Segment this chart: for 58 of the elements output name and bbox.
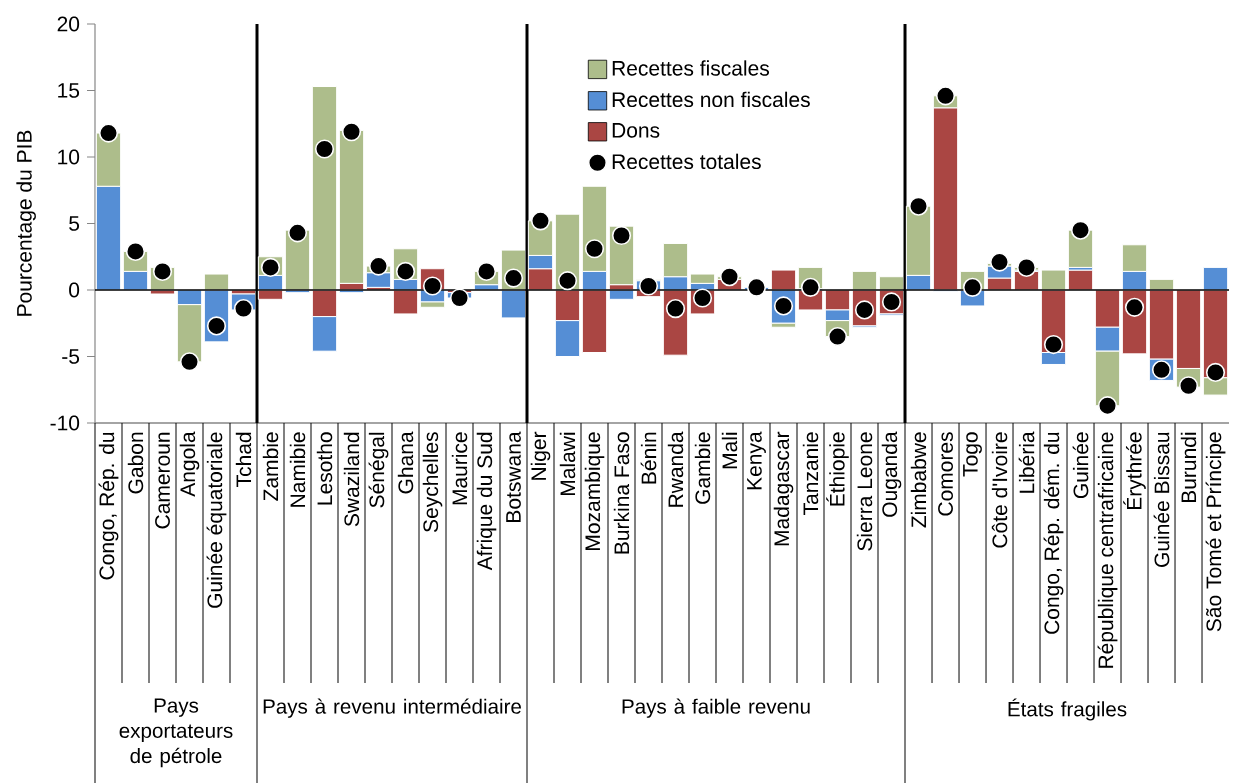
- x-tick-label: Congo, Rép. du: [98, 432, 119, 580]
- legend-label: Recettes totales: [612, 153, 761, 170]
- x-tick-label: Sierra Leone: [856, 432, 873, 551]
- x-tick-label: Gambie: [694, 432, 711, 504]
- x-tick-label: Malawi: [559, 432, 576, 496]
- x-tick-label: Togo: [963, 432, 982, 477]
- y-tick-label: 15: [58, 83, 80, 98]
- x-axis-title: Pays à revenu intermédiaire: [263, 698, 521, 718]
- x-tick-label: Seychelles: [422, 432, 443, 532]
- y-tick-label: 10: [58, 149, 80, 165]
- x-tick-label: Mozambique: [584, 432, 605, 550]
- x-tick-label: Bénin: [640, 432, 657, 484]
- x-tick-label: Madagascar: [773, 431, 794, 546]
- x-tick-label: Mali: [721, 432, 738, 469]
- x-axis-title: Pays exportateurs de pétrole: [119, 698, 233, 768]
- x-tick-label: Angola: [179, 431, 200, 497]
- x-tick-label: Ouganda: [881, 431, 902, 517]
- x-tick-label: São Tomé et Príncipe: [1205, 432, 1226, 632]
- y-tick-label: -10: [50, 415, 80, 431]
- x-tick-label: Côte d'Ivoire: [991, 432, 1008, 548]
- x-tick-label: Éthiopie: [826, 432, 849, 506]
- x-tick-label: Érythrée: [1123, 432, 1146, 510]
- legend-label: Dons: [612, 123, 660, 138]
- x-tick-label: Comores: [938, 432, 953, 516]
- x-tick-label: Kenya: [747, 431, 766, 490]
- x-tick-label: Afrique du Sud: [476, 432, 497, 571]
- x-tick-label: Congo, Rép. dém. du: [1043, 432, 1064, 634]
- x-tick-label: Zimbabwe: [910, 432, 927, 528]
- x-tick-label: Cameroun: [155, 432, 170, 529]
- x-tick-label: Guinée: [1072, 432, 1089, 499]
- x-tick-label: Rwanda: [667, 431, 684, 507]
- x-tick-label: Tchad: [235, 432, 252, 487]
- x-axis-title: États fragiles: [1008, 698, 1127, 721]
- legend-label: Recettes non fiscales: [612, 91, 810, 108]
- y-tick-label: 20: [57, 16, 80, 32]
- y-tick-label: -5: [62, 349, 80, 364]
- x-tick-label: Burkina Faso: [613, 432, 630, 554]
- y-tick-label: 0: [69, 282, 80, 298]
- x-tick-label: Botswana: [506, 431, 521, 522]
- x-tick-label: Guinée Bissau: [1153, 432, 1170, 567]
- x-tick-label: Namibie: [289, 432, 306, 507]
- x-tick-label: Lesotho: [316, 432, 333, 505]
- x-tick-label: Ghana: [397, 431, 414, 494]
- x-tick-label: Guinée équatoriale: [206, 432, 227, 608]
- y-tick-label: 5: [69, 216, 80, 231]
- x-tick-label: Libéria: [1018, 431, 1035, 493]
- x-tick-label: Gabon: [127, 432, 144, 494]
- x-tick-label: Burundi: [1180, 432, 1197, 503]
- x-axis-title: Pays à faible revenu: [622, 698, 810, 718]
- x-tick-label: Sénégal: [368, 432, 389, 508]
- y-axis-title: Pourcentage du PIB: [16, 130, 36, 316]
- x-tick-label: Tanzanie: [802, 432, 819, 515]
- x-tick-label: Zambie: [262, 432, 279, 501]
- legend-label: Recettes fiscales: [612, 60, 770, 76]
- x-tick-label: Swaziland: [343, 432, 360, 527]
- x-tick-label: Maurice: [451, 432, 468, 505]
- x-tick-label: République centrafricaine: [1097, 432, 1118, 668]
- x-tick-label: Niger: [530, 431, 551, 480]
